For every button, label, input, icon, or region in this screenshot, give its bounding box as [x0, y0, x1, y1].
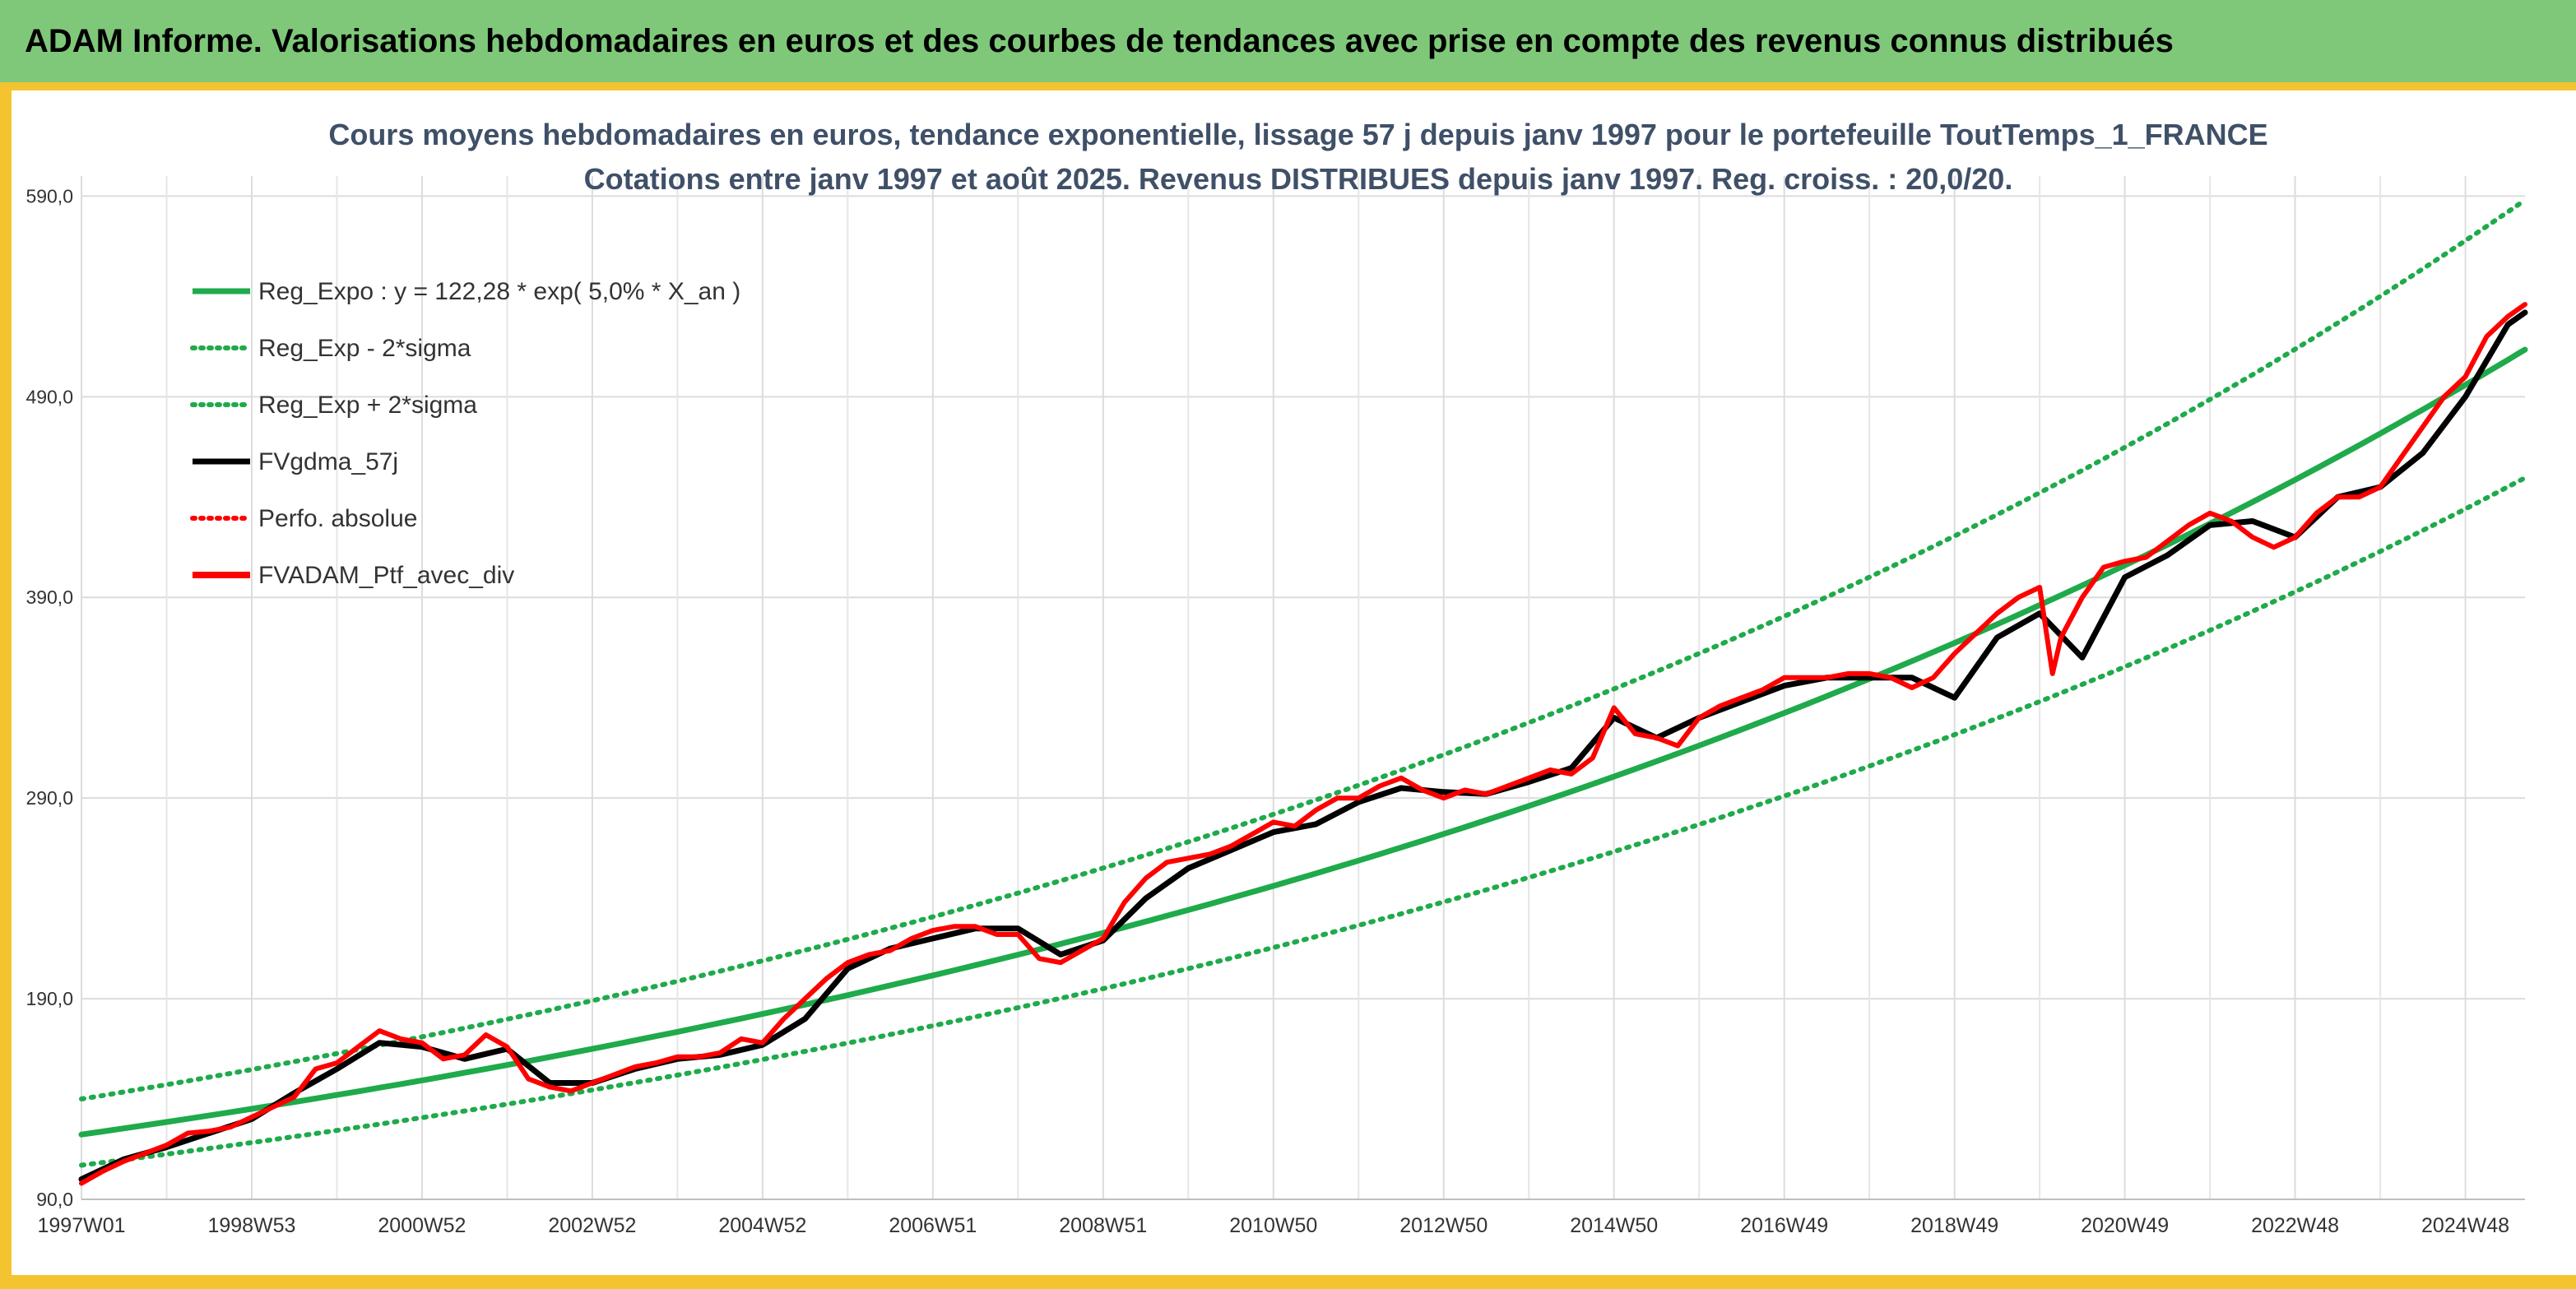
chart-title: Cours moyens hebdomadaires en euros, ten…	[328, 118, 2267, 151]
y-tick-label: 490,0	[26, 386, 73, 407]
legend-item-reg-exp-minus: Reg_Exp - 2*sigma	[190, 335, 471, 362]
x-tick-label: 2000W52	[378, 1214, 466, 1237]
x-tick-label: 1998W53	[207, 1214, 295, 1237]
x-tick-label: 2020W49	[2081, 1214, 2169, 1237]
y-tick-label: 590,0	[26, 185, 73, 206]
series-reg-exp-plus-2sigma	[79, 197, 2527, 1101]
page-title: ADAM Informe. Valorisations hebdomadaire…	[25, 22, 2174, 59]
series-reg-expo	[78, 346, 2528, 1138]
x-tick-label: 2006W51	[889, 1214, 977, 1237]
legend-label: FVADAM_Ptf_avec_div	[258, 562, 514, 589]
x-tick-label: 2010W50	[1229, 1214, 1317, 1237]
y-tick-label: 90,0	[36, 1189, 73, 1210]
y-tick-label: 290,0	[26, 787, 73, 809]
legend-label: Reg_Expo : y = 122,28 * exp( 5,0% * X_an…	[258, 278, 740, 305]
x-tick-label: 1997W01	[37, 1214, 125, 1237]
x-tick-label: 2002W52	[548, 1214, 636, 1237]
legend-item-perfo-absolue: Perfo. absolue	[190, 505, 417, 532]
legend-item-reg-expo: Reg_Expo : y = 122,28 * exp( 5,0% * X_an…	[193, 278, 740, 305]
x-tick-label: 2008W51	[1059, 1214, 1147, 1237]
y-tick-label: 190,0	[26, 988, 73, 1009]
legend-label: Reg_Exp - 2*sigma	[258, 335, 471, 362]
legend-item-fvadam-ptf: FVADAM_Ptf_avec_div	[193, 562, 514, 589]
legend-label: Reg_Exp + 2*sigma	[258, 392, 477, 419]
legend: Reg_Expo : y = 122,28 * exp( 5,0% * X_an…	[190, 278, 740, 589]
legend-label: FVgdma_57j	[258, 448, 398, 475]
series	[78, 197, 2528, 1186]
header-banner: ADAM Informe. Valorisations hebdomadaire…	[0, 0, 2576, 82]
axes: 90,0 190,0 290,0 390,0 490,0 590,0 1997W01 1998…	[26, 185, 2525, 1237]
x-tick-label: 2016W49	[1740, 1214, 1828, 1237]
legend-item-fvgdma: FVgdma_57j	[193, 448, 398, 475]
x-tick-label: 2022W48	[2251, 1214, 2339, 1237]
legend-label: Perfo. absolue	[258, 505, 417, 532]
chart-panel: Cours moyens hebdomadaires en euros, ten…	[12, 90, 2576, 1275]
series-fvadam-ptf-avec-div	[79, 302, 2527, 1186]
x-tick-label: 2024W48	[2421, 1214, 2509, 1237]
chart: Cours moyens hebdomadaires en euros, ten…	[26, 118, 2528, 1237]
x-tick-label: 2004W52	[718, 1214, 806, 1237]
y-tick-label: 390,0	[26, 587, 73, 608]
series-fvgdma-57j	[78, 309, 2528, 1183]
x-tick-label: 2018W49	[1910, 1214, 1998, 1237]
x-tick-label: 2012W50	[1399, 1214, 1488, 1237]
series-reg-exp-minus-2sigma	[79, 475, 2527, 1168]
chart-subtitle: Cotations entre janv 1997 et août 2025. …	[584, 162, 2013, 196]
x-tick-label: 2014W50	[1570, 1214, 1658, 1237]
grid	[81, 176, 2525, 1200]
legend-item-reg-exp-plus: Reg_Exp + 2*sigma	[190, 392, 477, 419]
